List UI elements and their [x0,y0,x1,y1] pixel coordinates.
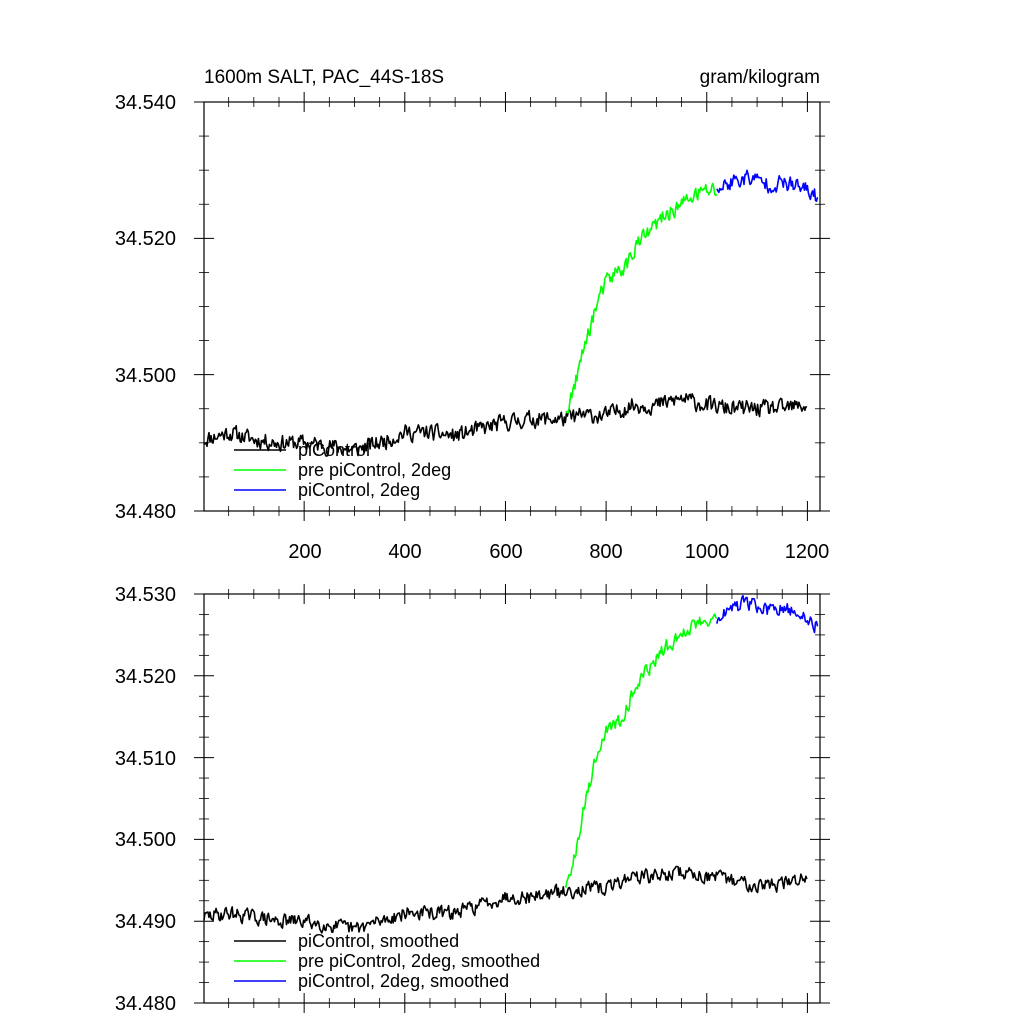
legend-label: piControl, 2deg [298,480,420,500]
top-series-line-2 [716,169,819,202]
legend-label: piControl, smoothed [298,931,459,951]
top-x-tick-label: 200 [288,541,321,563]
bottom-legend: piControl, smoothed pre piControl, 2deg,… [234,931,540,991]
bottom-panel: 34.530 34.520 34.510 34.500 34.490 34.48… [115,584,830,1015]
legend-label: piControl [298,440,370,460]
bottom-y-tick-label: 34.510 [115,748,176,770]
top-legend: piControl pre piControl, 2deg piControl,… [234,440,451,500]
top-y-tick-label: 34.540 [115,92,176,114]
top-plot-frame [203,101,821,512]
bottom-series-line-2 [716,594,819,634]
units-label: gram/kilogram [700,67,820,88]
legend-label: piControl, 2deg, smoothed [298,971,509,991]
top-x-tick-label: 1000 [685,541,730,563]
top-x-tick-label: 1200 [785,541,830,563]
bottom-y-tick-label: 34.520 [115,666,176,688]
bottom-plot-lines [203,594,819,934]
top-panel: 1600m SALT, PAC_44S-18S gram/kilogram 34… [115,67,830,563]
top-x-tick-label: 600 [489,541,522,563]
top-plot-lines [203,169,819,457]
bottom-y-tick-label: 34.500 [115,829,176,851]
top-y-tick-label: 34.480 [115,501,176,523]
legend-label: pre piControl, 2deg, smoothed [298,951,540,971]
top-y-tick-label: 34.500 [115,365,176,387]
bottom-y-tick-label: 34.530 [115,584,176,606]
bottom-y-tick-label: 34.490 [115,911,176,933]
top-y-tick-label: 34.520 [115,228,176,250]
bottom-series-line-1 [565,613,718,888]
top-axis-ticks [194,92,830,521]
chart-title: 1600m SALT, PAC_44S-18S [204,67,444,88]
top-x-tick-label: 800 [589,541,622,563]
legend-label: pre piControl, 2deg [298,460,451,480]
bottom-y-tick-label: 34.480 [115,993,176,1015]
bottom-series-line-0 [203,865,808,934]
bottom-plot-frame [203,593,821,1004]
top-series-line-1 [565,182,718,414]
top-series-line-0 [203,393,808,457]
top-x-tick-label: 400 [388,541,421,563]
bottom-axis-ticks [194,584,830,1013]
